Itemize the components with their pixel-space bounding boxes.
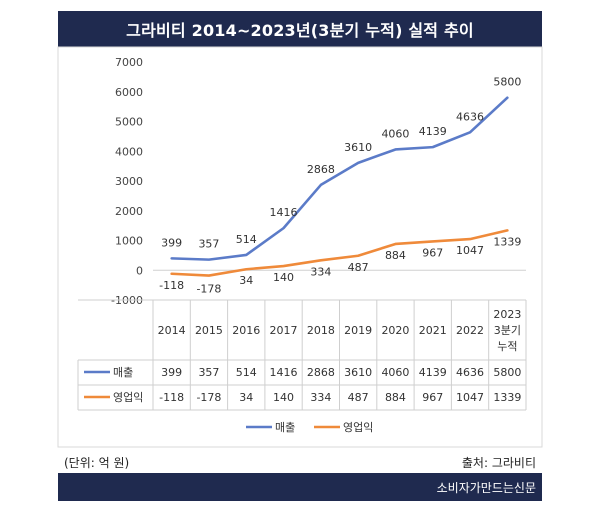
data-label-0: 357 (198, 238, 219, 251)
category-label: 2017 (270, 324, 298, 337)
table-cell-1: 884 (385, 391, 406, 404)
category-label: 2015 (195, 324, 223, 337)
source-note: 출처: 그라비티 (461, 456, 536, 470)
data-label-1: 967 (422, 246, 443, 259)
category-label: 2019 (344, 324, 372, 337)
data-label-0: 5800 (493, 76, 521, 89)
category-label: 2018 (307, 324, 335, 337)
table-cell-0: 3610 (344, 366, 372, 379)
y-tick-label: 3000 (115, 175, 143, 188)
data-label-0: 1416 (270, 206, 298, 219)
y-tick-label: 2000 (115, 205, 143, 218)
y-tick-label: 4000 (115, 145, 143, 158)
table-cell-1: 140 (273, 391, 294, 404)
data-label-0: 4636 (456, 110, 484, 123)
table-row-label-1: 영업익 (113, 391, 143, 404)
legend-label-0: 매출 (275, 421, 295, 434)
category-label: 2023 3분기 누적 (493, 308, 521, 353)
table-row-label-0: 매출 (113, 366, 133, 379)
table-cell-1: 334 (310, 391, 331, 404)
table-cell-0: 4060 (381, 366, 409, 379)
data-label-0: 2868 (307, 163, 335, 176)
data-label-1: 487 (348, 261, 369, 274)
data-label-1: 34 (239, 274, 253, 287)
y-tick-label: 6000 (115, 86, 143, 99)
data-label-1: 1339 (493, 235, 521, 248)
table-cell-0: 4139 (419, 366, 447, 379)
series-line-1 (170, 229, 509, 277)
table-cell-0: 399 (161, 366, 182, 379)
chart-title: 그라비티 2014~2023년(3분기 누적) 실적 추이 (58, 11, 542, 47)
data-label-1: -178 (196, 283, 221, 296)
data-label-1: 334 (310, 265, 331, 278)
legend-label-1: 영업익 (343, 421, 373, 434)
table-cell-0: 5800 (493, 366, 521, 379)
category-label: 2020 (381, 324, 409, 337)
publisher-bar: 소비자가만드는신문 (58, 473, 542, 501)
y-tick-label: 7000 (115, 56, 143, 69)
table-cell-1: -118 (159, 391, 184, 404)
y-tick-label: 5000 (115, 116, 143, 129)
table-cell-0: 2868 (307, 366, 335, 379)
table-cell-1: 34 (239, 391, 253, 404)
category-label: 2014 (158, 324, 186, 337)
data-label-1: -118 (159, 279, 184, 292)
table-cell-1: 1339 (493, 391, 521, 404)
table-cell-1: 1047 (456, 391, 484, 404)
series-line-0 (170, 96, 509, 261)
data-label-1: 1047 (456, 244, 484, 257)
data-label-0: 514 (236, 233, 257, 246)
data-label-1: 140 (273, 271, 294, 284)
publisher-name: 소비자가만드는신문 (436, 480, 536, 495)
data-label-0: 4060 (381, 127, 409, 140)
category-label: 2021 (419, 324, 447, 337)
table-cell-0: 357 (198, 366, 219, 379)
category-label: 2016 (232, 324, 260, 337)
table-cell-1: 967 (422, 391, 443, 404)
table-cell-0: 4636 (456, 366, 484, 379)
unit-note: (단위: 억 원) (64, 456, 130, 470)
data-label-0: 4139 (419, 125, 447, 138)
table-cell-0: 514 (236, 366, 257, 379)
table-cell-0: 1416 (270, 366, 298, 379)
y-tick-label: 0 (136, 264, 143, 277)
chart-frame (57, 46, 543, 448)
category-label: 2022 (456, 324, 484, 337)
data-label-0: 399 (161, 236, 182, 249)
table-cell-1: 487 (348, 391, 369, 404)
data-label-0: 3610 (344, 141, 372, 154)
table-cell-1: -178 (196, 391, 221, 404)
data-label-1: 884 (385, 249, 406, 262)
y-tick-label: 1000 (115, 235, 143, 248)
